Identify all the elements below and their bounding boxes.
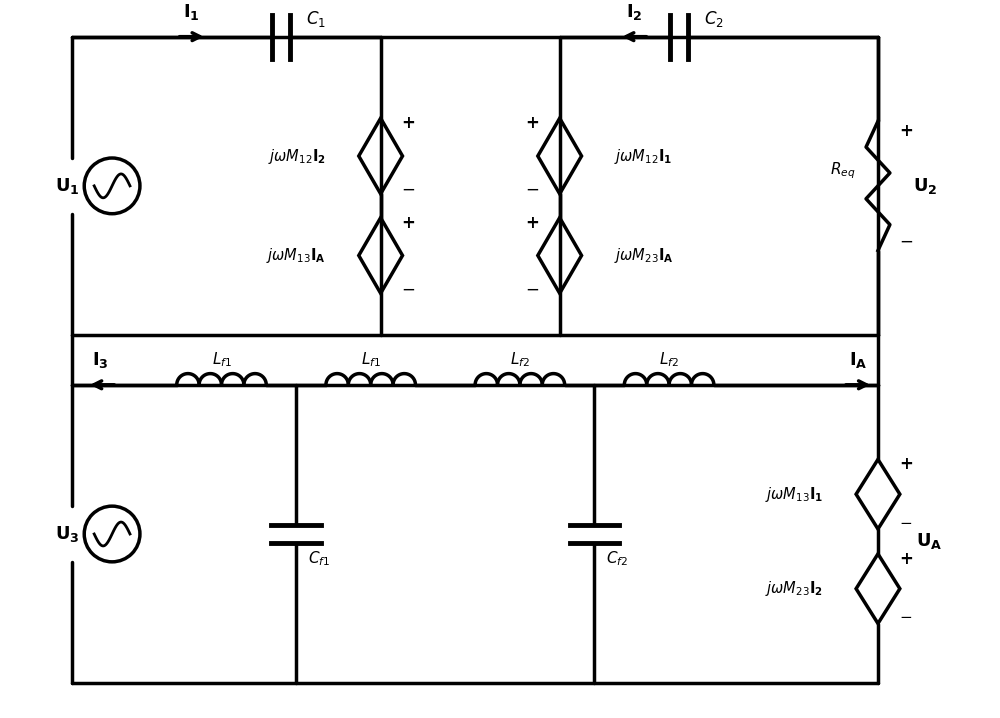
Text: $j\omega M_{12}\mathbf{I_2}$: $j\omega M_{12}\mathbf{I_2}$ (268, 146, 326, 166)
Text: $C_{f2}$: $C_{f2}$ (606, 549, 629, 568)
Text: +: + (525, 214, 539, 232)
Text: +: + (899, 122, 913, 140)
Text: $C_1$: $C_1$ (306, 9, 326, 29)
Text: +: + (525, 114, 539, 132)
Text: $L_{f2}$: $L_{f2}$ (659, 350, 679, 369)
Text: $j\omega M_{23}\mathbf{I_A}$: $j\omega M_{23}\mathbf{I_A}$ (614, 246, 674, 265)
Text: $\mathbf{U_1}$: $\mathbf{U_1}$ (55, 176, 80, 196)
Text: $\mathbf{U_A}$: $\mathbf{U_A}$ (916, 531, 942, 551)
Text: $R_{eq}$: $R_{eq}$ (830, 161, 856, 181)
Text: $\mathbf{I_3}$: $\mathbf{I_3}$ (92, 350, 108, 370)
Text: $-$: $-$ (899, 232, 913, 250)
Text: $L_{f1}$: $L_{f1}$ (361, 350, 381, 369)
Text: $\mathbf{I_A}$: $\mathbf{I_A}$ (849, 350, 867, 370)
Text: $\mathbf{I_2}$: $\mathbf{I_2}$ (626, 2, 643, 22)
Text: $j\omega M_{13}\mathbf{I_A}$: $j\omega M_{13}\mathbf{I_A}$ (266, 246, 326, 265)
Text: $j\omega M_{23}\mathbf{I_2}$: $j\omega M_{23}\mathbf{I_2}$ (765, 579, 823, 598)
Text: +: + (402, 214, 415, 232)
Text: $L_{f2}$: $L_{f2}$ (510, 350, 530, 369)
Text: +: + (899, 455, 913, 473)
Text: +: + (899, 550, 913, 568)
Text: +: + (402, 114, 415, 132)
Text: $C_2$: $C_2$ (704, 9, 724, 29)
Text: $-$: $-$ (401, 180, 416, 198)
Text: $-$: $-$ (899, 608, 912, 623)
Text: $\mathbf{U_2}$: $\mathbf{U_2}$ (913, 176, 937, 196)
Text: $\mathbf{U_3}$: $\mathbf{U_3}$ (55, 524, 80, 544)
Text: $-$: $-$ (899, 513, 912, 528)
Text: $\mathbf{I_1}$: $\mathbf{I_1}$ (183, 2, 200, 22)
Text: $C_{f1}$: $C_{f1}$ (308, 549, 330, 568)
Text: $-$: $-$ (525, 180, 539, 198)
Text: $j\omega M_{13}\mathbf{I_1}$: $j\omega M_{13}\mathbf{I_1}$ (765, 485, 823, 504)
Text: $L_{f1}$: $L_{f1}$ (212, 350, 231, 369)
Text: $j\omega M_{12}\mathbf{I_1}$: $j\omega M_{12}\mathbf{I_1}$ (614, 146, 673, 166)
Text: $-$: $-$ (401, 279, 416, 297)
Text: $-$: $-$ (525, 279, 539, 297)
